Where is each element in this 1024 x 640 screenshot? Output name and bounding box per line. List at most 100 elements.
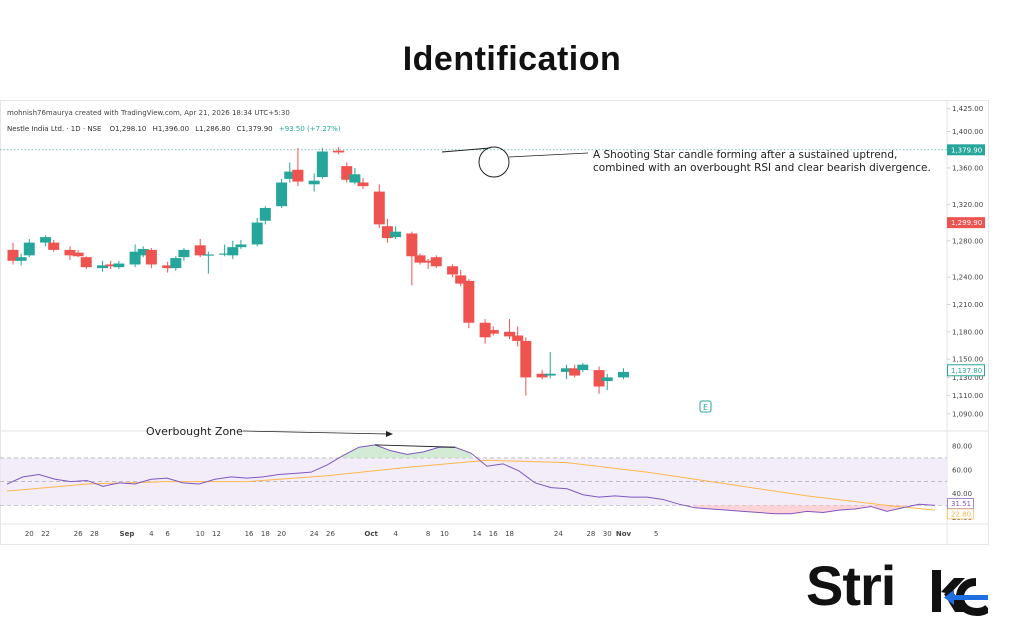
candle-body <box>170 258 182 269</box>
candle <box>97 260 109 272</box>
candle-body <box>373 191 385 225</box>
candle-body <box>113 263 125 268</box>
candle <box>292 147 304 187</box>
annotation-line-1: A Shooting Star candle forming after a s… <box>593 149 897 161</box>
candle <box>170 256 182 271</box>
ohlc-open: O1,298.10 <box>110 125 147 133</box>
candle <box>373 184 385 229</box>
time-tick-label: 18 <box>505 530 514 538</box>
candle-body <box>512 335 524 341</box>
candle-body <box>357 182 369 187</box>
candle <box>577 362 589 372</box>
candle <box>40 235 52 247</box>
candle-body <box>333 150 345 153</box>
candle <box>536 370 548 380</box>
time-tick-label: Oct <box>364 530 378 538</box>
price-tick-label: 1,400.00 <box>952 128 983 136</box>
time-tick-label: 10 <box>440 530 449 538</box>
candle-body <box>520 340 532 378</box>
candle-body <box>390 231 402 238</box>
ohlc-change: +93.50 (+7.27%) <box>279 125 341 133</box>
logo-k-stem <box>932 570 941 612</box>
price-tag-bg <box>947 217 985 229</box>
earnings-marker-label: E <box>703 403 708 412</box>
price-tags: 1,379.90 1,299.90 1,137.80 <box>947 144 985 377</box>
candle-body <box>284 171 296 179</box>
time-tick-label: 8 <box>426 530 430 538</box>
candle <box>259 206 271 225</box>
candle-body <box>105 264 117 267</box>
candle <box>48 239 60 252</box>
rsi-overbought-fill <box>341 444 473 458</box>
candle-body <box>487 330 499 334</box>
candle-body <box>162 265 174 269</box>
time-tick-label: 20 <box>277 530 286 538</box>
rsi-divergence-line <box>374 444 456 448</box>
candle-body <box>259 207 271 221</box>
price-tag-bg <box>947 364 985 377</box>
candle-body <box>341 166 353 180</box>
time-tick-label: 22 <box>41 530 50 538</box>
rsi-line <box>6 444 936 515</box>
candlestick-chart: mohnish76maurya created with TradingView… <box>0 100 989 545</box>
candle <box>251 218 263 247</box>
candle <box>430 255 442 269</box>
candle <box>422 258 434 270</box>
candle <box>406 231 418 286</box>
candle <box>390 226 402 239</box>
price-axis: 1,425.00 1,400.00 1,360.00 1,320.00 1,280.00… <box>947 105 983 418</box>
price-tick-label: 1,130.00 <box>952 374 983 382</box>
time-tick-label: Sep <box>120 530 135 538</box>
candle <box>561 364 573 380</box>
candle-body <box>463 280 475 323</box>
earnings-marker[interactable]: E <box>699 400 712 413</box>
candle-body <box>15 257 27 261</box>
candle <box>64 246 76 260</box>
time-tick-label: 14 <box>473 530 482 538</box>
price-tick-label: 1,150.00 <box>952 356 983 364</box>
candle-body <box>23 242 35 256</box>
candle <box>504 319 516 340</box>
candle-body <box>48 242 60 250</box>
candle-body <box>544 373 556 376</box>
time-tick-label: 4 <box>149 530 154 538</box>
overbought-label: Overbought Zone <box>146 425 243 438</box>
trend-line <box>441 147 491 153</box>
rsi-tick-label: 80.00 <box>952 443 972 451</box>
time-tick-label: Nov <box>616 530 632 538</box>
time-tick-label: 4 <box>393 530 398 538</box>
candle <box>569 364 581 378</box>
candle <box>544 351 556 379</box>
price-tag: 1,379.90 <box>947 144 985 156</box>
candle-body <box>618 371 629 378</box>
candle-body <box>381 226 393 239</box>
candle <box>487 326 499 336</box>
price-tag: 1,137.80 <box>947 364 985 377</box>
candle <box>601 373 613 391</box>
price-tick-label: 1,360.00 <box>952 164 983 172</box>
ohlc-high: H1,396.00 <box>153 125 189 133</box>
overbought-pointer <box>242 430 390 435</box>
time-tick-label: 28 <box>90 530 99 538</box>
rsi-ma-line <box>6 459 936 511</box>
rsi-tick-label: 40.00 <box>952 490 972 498</box>
time-tick-label: 20 <box>25 530 34 538</box>
candle <box>276 178 288 208</box>
candle <box>479 319 491 344</box>
price-tick-label: 1,210.00 <box>952 301 983 309</box>
time-tick-label: 24 <box>554 530 563 538</box>
rsi-oversold-fill <box>693 505 905 514</box>
candle-body <box>308 180 320 185</box>
candle-body <box>194 245 206 256</box>
candle-body <box>349 174 361 183</box>
candle-body <box>430 257 442 267</box>
candle <box>178 248 190 261</box>
headline: Identification <box>402 40 622 78</box>
rsi-tag-label: 22.80 <box>951 510 971 518</box>
candle-body <box>40 237 52 243</box>
candle <box>463 279 475 329</box>
price-tick-label: 1,240.00 <box>952 274 983 282</box>
candle <box>7 242 19 265</box>
candle-body <box>316 151 328 178</box>
price-tick-label: 1,090.00 <box>952 410 983 418</box>
